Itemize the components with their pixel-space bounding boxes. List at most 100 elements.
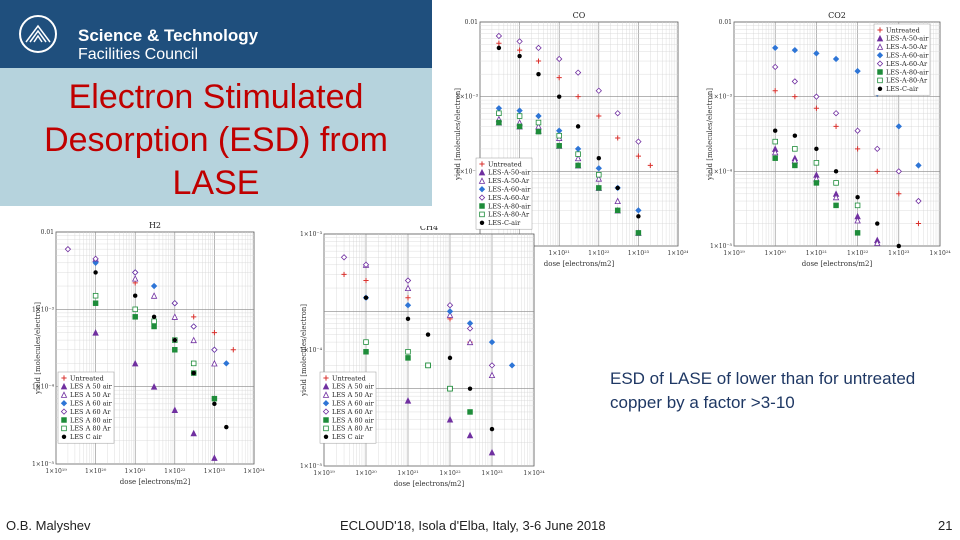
legend-marker [322, 382, 330, 390]
data-point [93, 270, 98, 275]
y-axis-label: yield [molecules/electron] [706, 88, 714, 181]
legend-entry: LES-A-60-Ar [488, 194, 530, 202]
data-point [211, 359, 218, 367]
data-point [516, 113, 523, 119]
ch4-chart: CH4 1×10¹⁹ 1×10²⁰ 1×10²¹ 1×10²² 1×10²³ 1×10²⁴ 1… [300, 226, 545, 488]
data-point [230, 347, 236, 353]
x-tick-label: 1×10²³ [481, 470, 503, 477]
series-les-a-80-air [772, 155, 861, 236]
series-les-a-60-ar [340, 254, 496, 369]
slide-title: Electron Stimulated Desorption (ESD) fro… [44, 78, 388, 202]
data-point [833, 169, 839, 174]
legend-marker [478, 186, 486, 193]
data-point [467, 386, 473, 391]
conclusion-note: ESD of LASE of lower than for untreated … [610, 369, 916, 412]
x-tick-label: 1×10²³ [204, 468, 226, 475]
data-point [535, 128, 542, 135]
data-point [575, 151, 581, 157]
data-point [772, 63, 779, 71]
series-les-a-50-ar [771, 148, 881, 246]
x-tick-label: 1×10²¹ [125, 468, 146, 475]
data-point [574, 69, 582, 76]
data-point [467, 409, 473, 415]
data-point [595, 165, 602, 172]
legend-marker [60, 382, 68, 390]
legend-entry: LES A 80 air [70, 416, 113, 424]
data-point [832, 110, 840, 117]
legend-marker [60, 408, 68, 415]
data-point [915, 197, 922, 205]
legend-marker [877, 86, 883, 92]
legend-entry: Untreated [886, 26, 920, 34]
data-point [516, 38, 523, 45]
data-point [874, 168, 880, 174]
data-point [489, 426, 495, 432]
data-point [340, 254, 348, 261]
data-point [813, 160, 820, 166]
data-point [833, 123, 839, 129]
data-point [171, 406, 179, 413]
data-point [190, 336, 197, 344]
legend-entry: LES A 80 Ar [70, 425, 111, 433]
series-untreated [496, 40, 653, 169]
y-tick-label: 1×10⁻⁴ [300, 347, 323, 354]
series-les-a-80-ar [363, 339, 453, 392]
data-point [171, 300, 178, 307]
data-point [556, 143, 562, 149]
data-point [211, 330, 217, 336]
grid [733, 22, 940, 247]
data-point [647, 162, 653, 169]
data-point [516, 107, 523, 114]
data-point [446, 311, 454, 318]
data-point [92, 300, 99, 306]
legend-marker [877, 69, 883, 75]
data-point [404, 302, 412, 309]
x-tick-label: 1×10²⁴ [667, 250, 688, 257]
data-point [813, 180, 820, 186]
co-chart: CO1×10¹⁹1×10²⁰1×10²¹1×10²²1×10²³1×10²⁴0.… [454, 11, 688, 268]
data-point [596, 155, 602, 161]
data-point [92, 259, 99, 266]
data-point [896, 191, 902, 197]
data-point [833, 180, 839, 186]
legend-marker [876, 52, 884, 59]
legend-entry: LES-A-80-air [488, 202, 531, 210]
series-les-a-60-air [772, 44, 922, 169]
data-point [190, 429, 197, 437]
data-point [635, 138, 642, 145]
data-point [535, 119, 542, 126]
data-point [855, 195, 860, 200]
legend-entry: LES C air [70, 433, 103, 441]
legend-entry: LES A 80 air [332, 416, 375, 424]
data-point [596, 113, 602, 119]
data-point [874, 145, 881, 153]
y-axis-label: yield [molecules/electron] [454, 88, 462, 181]
y-axis-label: yield [molecules/electron] [300, 304, 308, 397]
y-tick-label: 1×10⁻⁴ [456, 168, 479, 175]
data-point [132, 306, 138, 313]
legend: UntreatedLES-A-50-airLES-A-50-ArLES-A-60… [873, 23, 931, 96]
data-point [615, 135, 621, 141]
legend-entry: Untreated [488, 160, 522, 168]
legend-entry: LES A 50 Ar [332, 391, 373, 399]
legend-marker [322, 400, 330, 407]
data-point [131, 275, 139, 282]
data-point [150, 282, 158, 290]
legend-entry: LES-C-air [886, 85, 919, 93]
data-point [132, 293, 138, 298]
series-les-a-80-ar [772, 138, 861, 209]
legend-marker [478, 194, 486, 201]
data-point [556, 55, 563, 63]
legend-marker [479, 203, 485, 209]
data-point [508, 362, 516, 369]
data-point [496, 110, 502, 116]
data-point [854, 127, 861, 134]
data-point [596, 185, 602, 191]
footer-author: O.B. Malyshev [6, 518, 91, 533]
data-point [575, 124, 581, 129]
data-point [915, 220, 922, 227]
data-point [832, 193, 840, 201]
x-tick-label: 1×10²³ [628, 250, 650, 257]
data-point [211, 346, 218, 353]
